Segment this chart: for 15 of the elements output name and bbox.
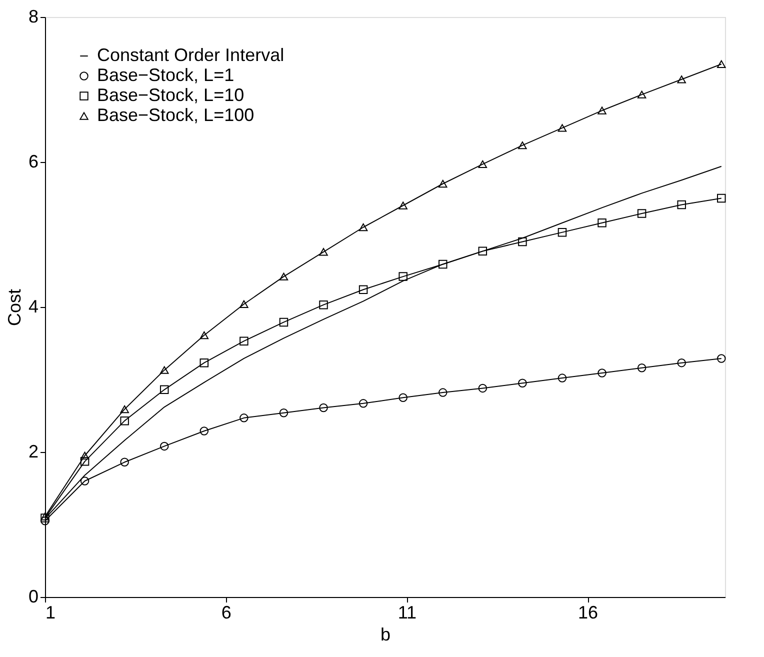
x-tick-label: 16 [578,602,598,622]
y-tick-label: 8 [28,6,38,26]
y-tick-label: 4 [28,296,38,316]
y-tick-label: 0 [28,586,38,606]
legend-label: Base−Stock, L=10 [97,85,244,105]
legend-label: Base−Stock, L=1 [97,65,234,85]
y-tick-label: 2 [28,442,38,462]
x-tick-label: 6 [221,602,232,622]
x-tick-label: 1 [46,602,56,622]
x-axis-title: b [380,624,391,644]
y-axis-title: Cost [4,288,24,326]
y-tick-label: 6 [28,152,38,172]
legend-label: Base−Stock, L=100 [97,105,254,125]
legend-label: Constant Order Interval [97,45,284,65]
x-tick-label: 11 [398,602,417,622]
